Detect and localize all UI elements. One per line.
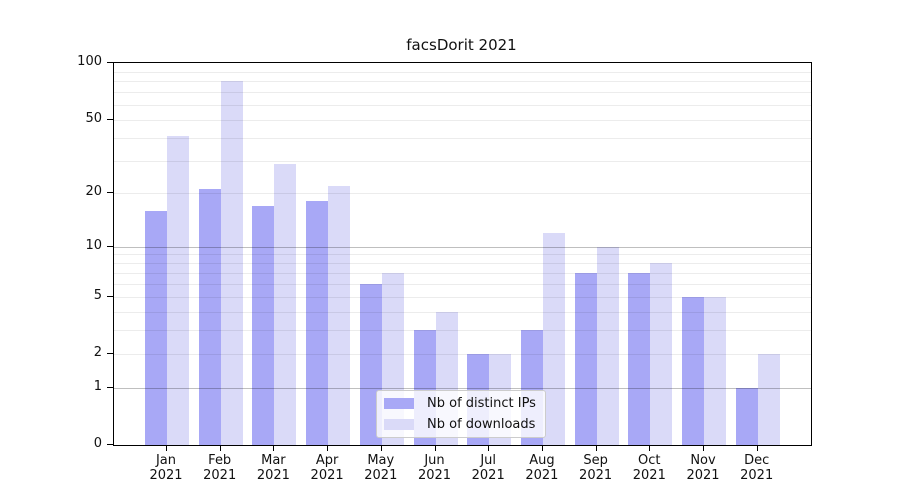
y-tick-label: 50 [85, 110, 102, 126]
x-tick-label: Aug 2021 [525, 453, 559, 483]
x-tick-mark [380, 445, 382, 451]
x-tick-label: Jul 2021 [471, 453, 505, 483]
x-tick-label: Apr 2021 [310, 453, 344, 483]
bar-dec-ips [735, 387, 758, 445]
x-tick-mark [434, 445, 436, 451]
x-tick-mark [166, 445, 167, 451]
y-tick-mark [107, 245, 113, 247]
x-tick-mark [219, 445, 221, 451]
y-tick-mark [107, 192, 113, 193]
bar-oct-downloads [650, 263, 673, 445]
x-tick-label: Nov 2021 [686, 453, 720, 483]
bar-mar-downloads [274, 163, 297, 445]
legend-swatch-downloads [384, 419, 414, 430]
gridline-minor [114, 137, 811, 139]
gridline-minor [114, 71, 811, 73]
gridline-minor [114, 92, 811, 94]
bar-dec-downloads [757, 354, 780, 445]
y-tick-label: 100 [77, 54, 102, 69]
y-tick-label: 20 [85, 184, 102, 199]
x-tick-label: Jun 2021 [417, 453, 452, 483]
legend-swatch-distinct-ips [384, 398, 414, 409]
x-tick-label: Feb 2021 [203, 453, 237, 483]
x-tick-label: Dec 2021 [740, 453, 774, 483]
bar-nov-ips [682, 296, 704, 445]
x-tick-mark [703, 445, 704, 451]
y-tick-mark [107, 353, 113, 355]
x-tick-label: Mar 2021 [256, 453, 290, 483]
bar-jan-ips [145, 210, 167, 445]
y-tick-label: 0 [93, 436, 102, 451]
bar-sep-ips [574, 272, 597, 445]
bar-jan-downloads [167, 135, 189, 445]
x-tick-label: Oct 2021 [632, 453, 666, 483]
x-tick-label: May 2021 [364, 453, 398, 483]
chart-title: facsDorit 2021 [406, 36, 517, 54]
legend: Nb of distinct IPs Nb of downloads [376, 390, 546, 438]
x-tick-label: Sep 2021 [579, 453, 613, 483]
bar-oct-ips [628, 272, 651, 445]
bar-aug-downloads [542, 232, 565, 445]
bar-nov-downloads [704, 296, 726, 445]
gridline-minor [114, 104, 811, 106]
x-tick-mark [327, 445, 329, 451]
bar-apr-ips [306, 201, 329, 445]
gridline-minor [114, 81, 811, 83]
gridline-minor [114, 119, 811, 121]
x-tick-mark [488, 445, 490, 451]
bar-feb-ips [198, 189, 221, 445]
y-tick-label: 10 [85, 237, 102, 253]
gridline-minor [114, 160, 811, 162]
legend-label-distinct-ips: Nb of distinct IPs [427, 396, 536, 411]
y-tick-mark [107, 444, 113, 445]
y-tick-mark [107, 295, 113, 297]
legend-row-distinct-ips: Nb of distinct IPs [384, 396, 536, 411]
x-tick-mark [649, 445, 651, 451]
y-tick-mark [107, 118, 113, 120]
x-tick-mark [595, 445, 597, 451]
y-tick-mark [107, 62, 113, 63]
y-tick-mark [107, 386, 113, 388]
bar-sep-downloads [596, 246, 619, 445]
x-tick-mark [756, 445, 758, 451]
plot-area [113, 62, 812, 446]
bar-feb-downloads [220, 81, 243, 445]
y-tick-label: 5 [93, 287, 102, 303]
x-tick-label: Jan 2021 [149, 453, 183, 483]
bar-mar-ips [252, 205, 275, 445]
x-tick-mark [541, 445, 543, 451]
legend-row-downloads: Nb of downloads [384, 417, 536, 432]
y-tick-label: 2 [93, 345, 102, 361]
x-tick-mark [273, 445, 275, 451]
bar-apr-downloads [328, 185, 351, 445]
legend-label-downloads: Nb of downloads [427, 417, 536, 432]
y-tick-label: 1 [93, 378, 102, 394]
